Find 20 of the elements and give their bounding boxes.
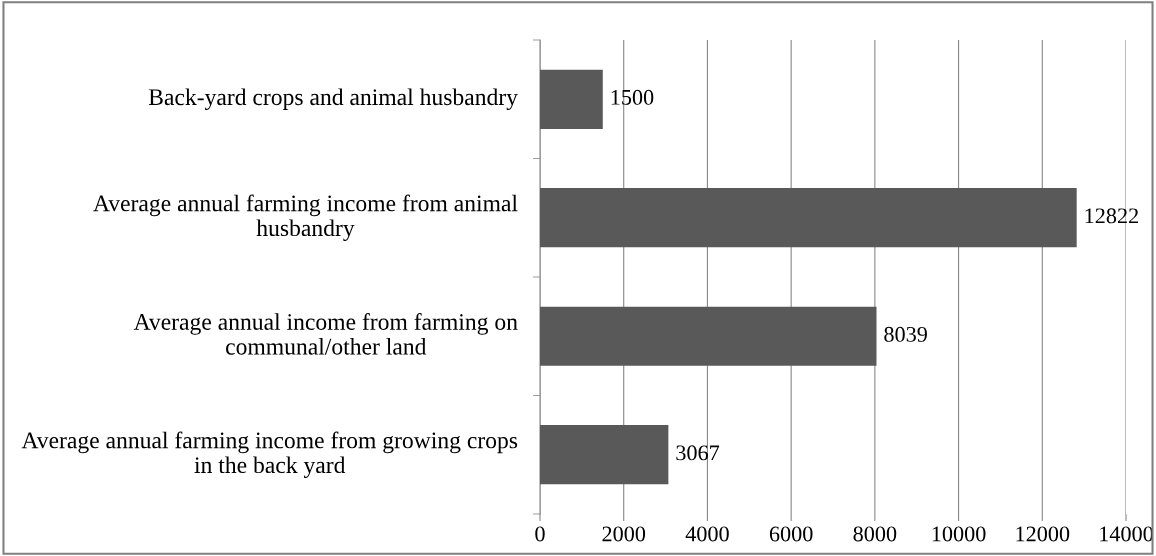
x-tick-label: 4000 — [685, 526, 729, 542]
x-tick-label: 8000 — [853, 526, 897, 542]
data-label: 3067 — [676, 445, 720, 461]
x-tick-label: 0 — [535, 526, 545, 542]
x-tick-label: 2000 — [602, 526, 646, 542]
data-label: 8039 — [884, 326, 927, 342]
y-tick-label: Back-yard crops and animal husbandry — [148, 88, 518, 110]
x-tick-label: 14000 — [1100, 526, 1153, 542]
y-tick-label: Average annual farming income from growing crops in the back yard — [21, 431, 518, 478]
y-tick-label: Average annual income from farming on communal/other land — [133, 313, 518, 355]
data-label: 12822 — [1085, 208, 1138, 224]
x-tick-label: 12000 — [1016, 526, 1070, 542]
bar — [540, 306, 877, 366]
y-tick-label: Average annual farming income from animal husbandry — [93, 194, 518, 241]
x-tick-label: 10000 — [932, 526, 986, 542]
bar — [540, 425, 669, 485]
x-tick-label: 6000 — [769, 526, 813, 542]
data-label: 1500 — [611, 89, 654, 105]
bar — [540, 188, 1077, 248]
bar — [540, 69, 603, 129]
